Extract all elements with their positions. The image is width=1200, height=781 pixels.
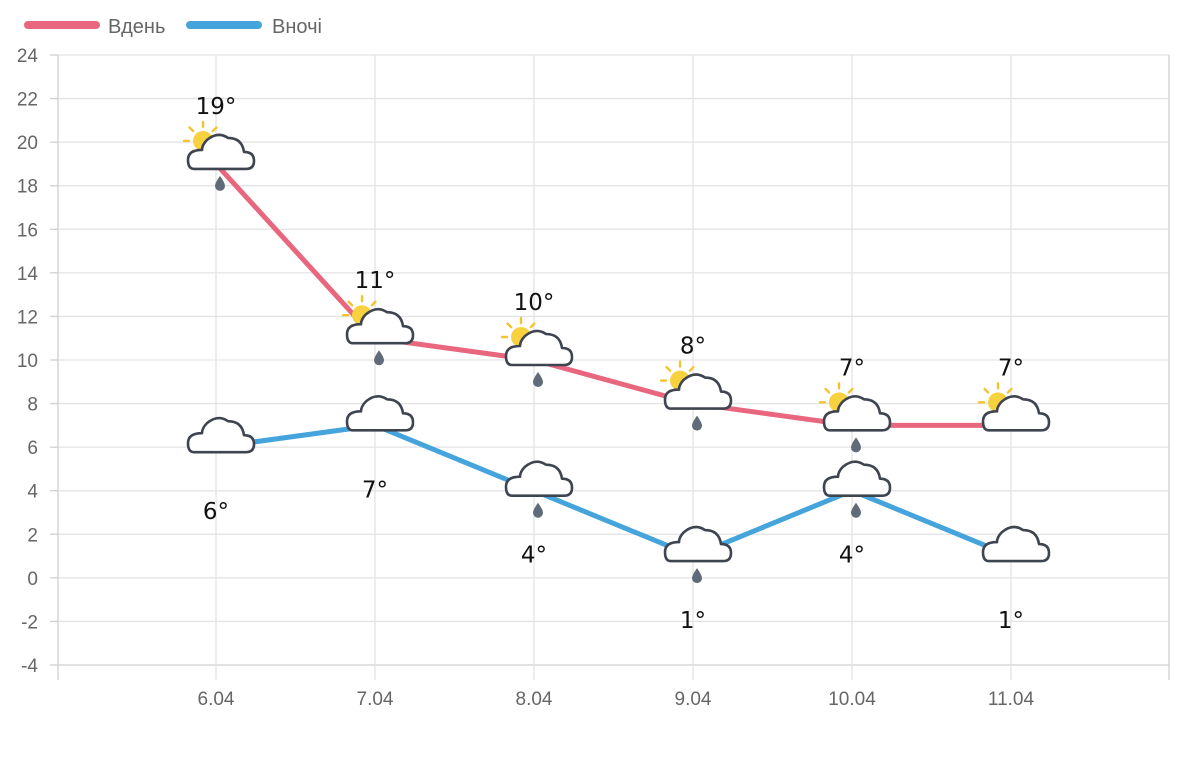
night-temp-label: 6° bbox=[203, 499, 229, 525]
day-temp-label: 19° bbox=[196, 94, 237, 120]
y-tick-label: 8 bbox=[27, 395, 38, 416]
y-tick-label: 24 bbox=[17, 46, 39, 67]
x-tick-label: 9.04 bbox=[675, 689, 712, 710]
y-tick-label: 10 bbox=[17, 351, 38, 372]
legend-item-night[interactable]: Вночі bbox=[186, 16, 322, 38]
night-temp-label: 4° bbox=[839, 543, 865, 569]
raindrop-icon bbox=[692, 415, 702, 431]
day-temp-label: 10° bbox=[514, 290, 555, 316]
y-tick-label: 0 bbox=[27, 569, 38, 590]
y-tick-label: 22 bbox=[17, 90, 38, 111]
raindrop-icon bbox=[533, 502, 543, 518]
grid bbox=[50, 54, 1170, 680]
y-tick-label: 18 bbox=[17, 177, 38, 198]
cloud-icon bbox=[504, 460, 574, 498]
cloud-icon bbox=[663, 373, 733, 410]
x-tick-label: 8.04 bbox=[516, 689, 553, 710]
day-temp-label: 8° bbox=[680, 334, 706, 360]
legend-swatch-day bbox=[24, 21, 100, 29]
night-temp-label: 1° bbox=[998, 608, 1024, 634]
y-tick-label: 16 bbox=[17, 220, 38, 241]
cloud-icon bbox=[345, 307, 415, 345]
moon-cloud-icon bbox=[981, 515, 1051, 563]
day-temp-label: 7° bbox=[998, 355, 1024, 381]
moon-cloud-rain-icon bbox=[504, 449, 574, 518]
sun-cloud-rain-icon bbox=[182, 120, 256, 191]
cloud-icon bbox=[981, 525, 1051, 563]
weather-icons bbox=[182, 120, 1051, 584]
x-tick-label: 11.04 bbox=[988, 689, 1035, 710]
raindrop-icon bbox=[692, 568, 702, 584]
y-tick-label: 2 bbox=[27, 525, 38, 546]
cloud-icon bbox=[345, 395, 415, 432]
cloud-icon bbox=[186, 133, 256, 171]
moon-cloud-rain-icon bbox=[822, 449, 892, 518]
day-temp-label: 7° bbox=[839, 355, 865, 381]
raindrop-icon bbox=[533, 372, 543, 387]
y-tick-label: 20 bbox=[17, 133, 38, 154]
sun-cloud-rain-icon bbox=[818, 382, 892, 453]
y-tick-label: -4 bbox=[21, 656, 38, 677]
x-tick-label: 6.04 bbox=[198, 689, 235, 710]
legend-swatch-night bbox=[186, 21, 262, 29]
sun-cloud-rain-icon bbox=[500, 316, 574, 387]
legend-label-day: Вдень bbox=[108, 16, 165, 38]
cloud-icon bbox=[822, 460, 892, 498]
x-axis-ticks: 6.04 7.04 8.04 9.04 10.04 11.04 bbox=[198, 689, 1035, 710]
raindrop-icon bbox=[374, 350, 384, 366]
sun-cloud-icon bbox=[977, 382, 1051, 432]
cloud-icon bbox=[663, 525, 733, 563]
legend-label-night: Вночі bbox=[272, 16, 322, 38]
night-temp-label: 1° bbox=[680, 608, 706, 634]
x-tick-label: 7.04 bbox=[357, 689, 394, 710]
moon-cloud-icon bbox=[345, 384, 415, 432]
sun-cloud-rain-icon bbox=[659, 360, 733, 431]
y-tick-label: -2 bbox=[21, 612, 38, 633]
moon-cloud-rain-icon bbox=[663, 515, 733, 584]
raindrop-icon bbox=[851, 502, 861, 518]
cloud-icon bbox=[186, 416, 256, 454]
night-temp-label: 7° bbox=[362, 477, 388, 503]
y-tick-label: 12 bbox=[17, 307, 38, 328]
legend-item-day[interactable]: Вдень bbox=[24, 16, 165, 38]
sun-cloud-rain-icon bbox=[341, 295, 415, 366]
day-temp-label: 11° bbox=[355, 268, 396, 294]
y-tick-label: 6 bbox=[27, 438, 38, 459]
cloud-icon bbox=[981, 395, 1051, 432]
raindrop-icon bbox=[215, 175, 225, 191]
cloud-icon bbox=[822, 395, 892, 432]
y-tick-label: 14 bbox=[17, 264, 39, 285]
cloud-icon bbox=[504, 329, 574, 367]
night-temp-label: 4° bbox=[521, 543, 547, 569]
day-series-line bbox=[213, 161, 1014, 428]
legend: Вдень Вночі bbox=[24, 16, 322, 38]
moon-cloud-icon bbox=[186, 406, 256, 454]
y-tick-label: 4 bbox=[27, 482, 38, 503]
temperature-labels: 19° 11° 10° 8° 7° 7° 6° 7° 4° 1° 4° 1° bbox=[196, 94, 1024, 634]
x-tick-label: 10.04 bbox=[828, 689, 876, 710]
raindrop-icon bbox=[851, 437, 861, 453]
